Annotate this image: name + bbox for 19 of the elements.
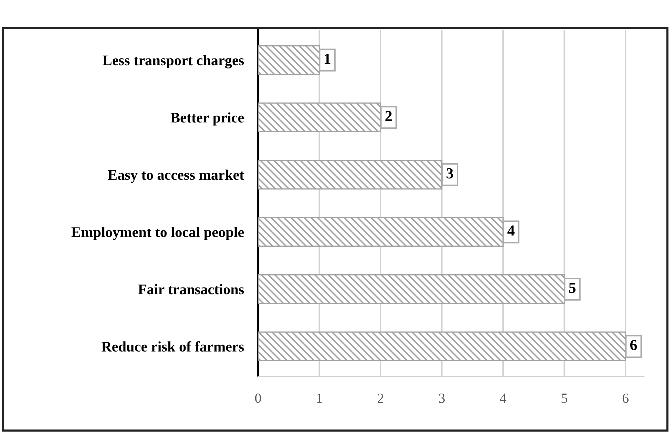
y-tick-label: Employment to local people [72, 227, 244, 240]
x-tick-label: 4 [500, 394, 507, 404]
data-label: 4 [508, 226, 515, 236]
x-tick-label: 0 [255, 394, 262, 404]
x-tick-label: 3 [439, 394, 445, 404]
data-label: 1 [324, 54, 331, 64]
data-label: 3 [446, 168, 454, 179]
x-tick-label: 5 [562, 394, 568, 404]
y-tick-label: Fair transactions [138, 284, 244, 295]
data-label: 2 [386, 111, 392, 122]
y-tick-label: Reduce risk of farmers [102, 341, 244, 352]
data-label: 6 [630, 340, 638, 350]
data-label: 5 [569, 283, 576, 294]
y-tick-label: Easy to access market [108, 170, 244, 184]
x-tick-label: 1 [317, 394, 322, 404]
x-tick-label: 6 [622, 394, 629, 404]
y-tick-label: Less transport charges [102, 55, 244, 69]
x-tick-label: 2 [378, 394, 384, 404]
y-tick-label: Better price [170, 112, 244, 126]
